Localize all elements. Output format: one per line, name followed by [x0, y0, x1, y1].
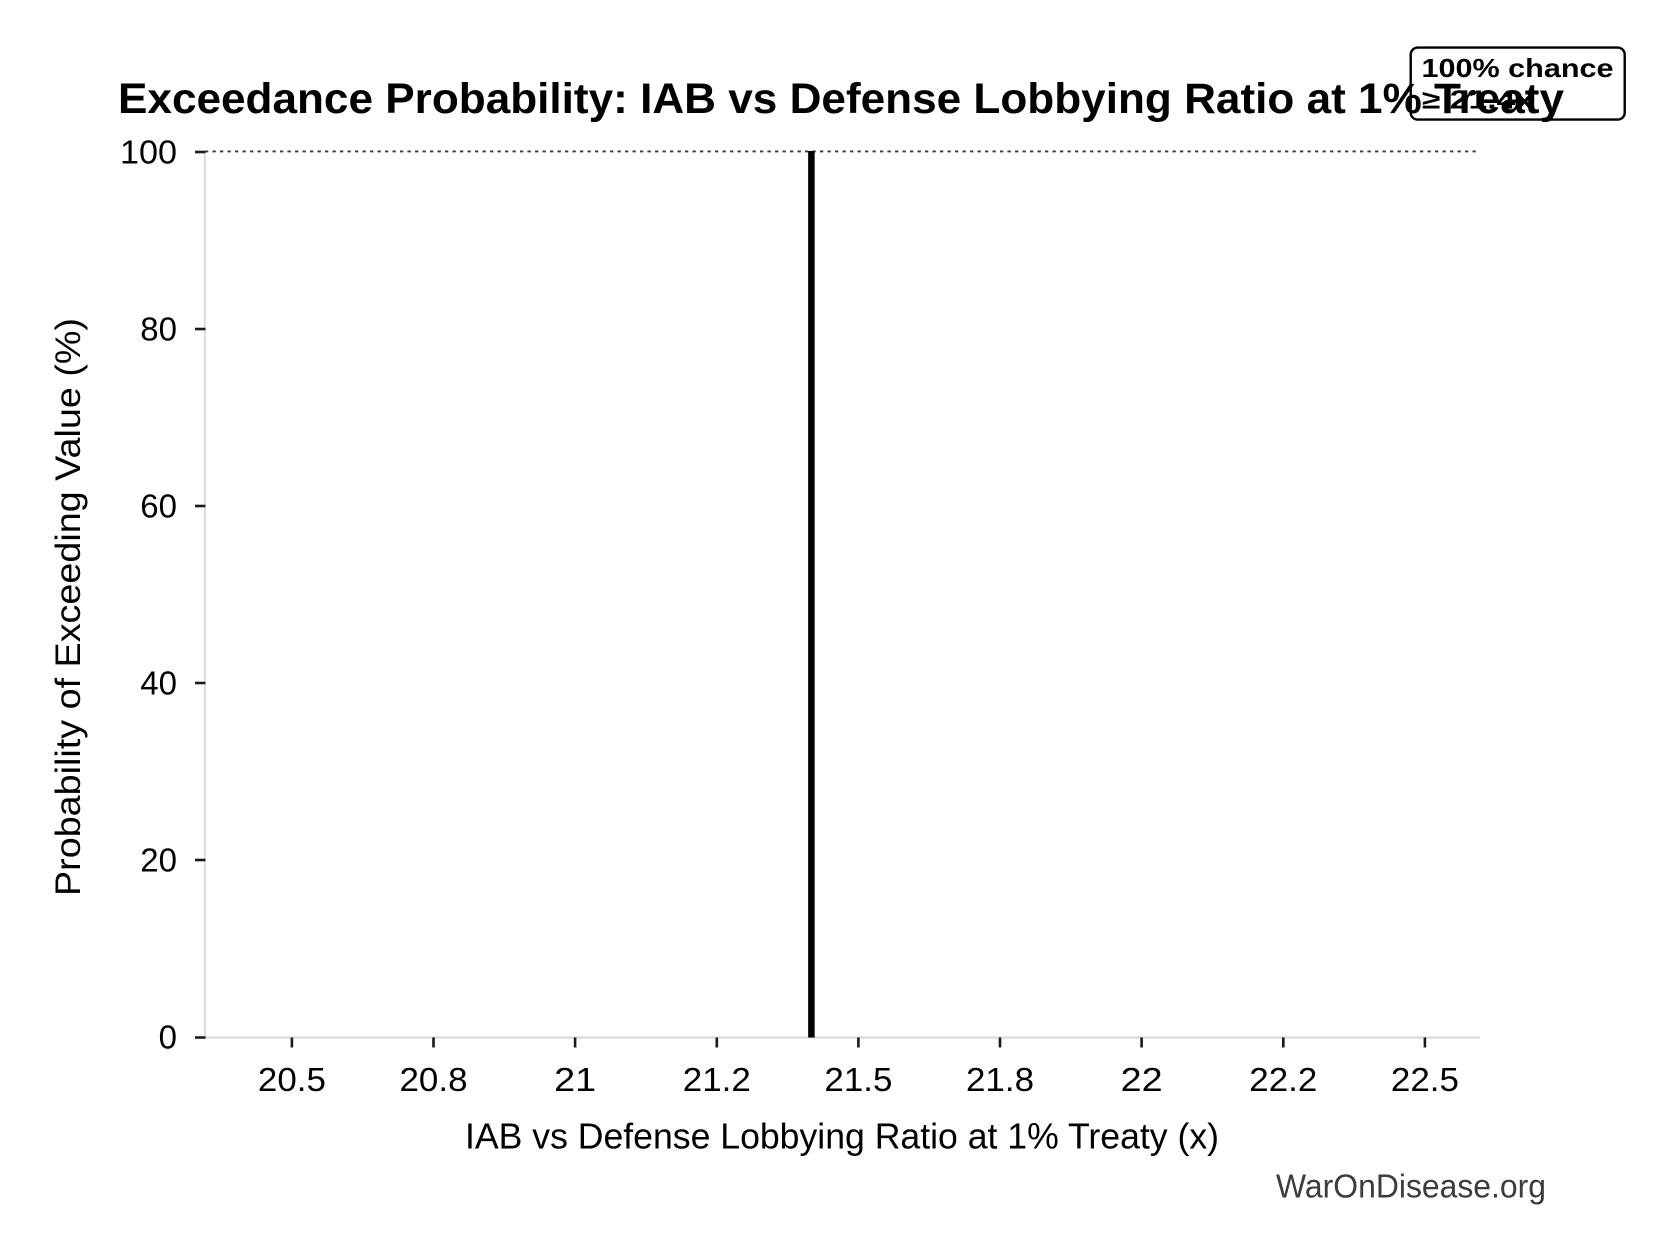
svg-text:20.8: 20.8 — [400, 1061, 468, 1098]
svg-text:≥ 21.4x: ≥ 21.4x — [1422, 85, 1535, 115]
svg-text:21.8: 21.8 — [966, 1061, 1034, 1098]
svg-text:40: 40 — [140, 665, 177, 702]
svg-text:100% chance: 100% chance — [1422, 53, 1614, 83]
svg-text:21: 21 — [554, 1061, 596, 1098]
svg-text:IAB vs Defense Lobbying Ratio: IAB vs Defense Lobbying Ratio at 1% Trea… — [465, 1116, 1219, 1157]
svg-text:60: 60 — [140, 488, 177, 525]
svg-text:100: 100 — [120, 134, 177, 171]
svg-text:Probability of Exceeding Value: Probability of Exceeding Value (%) — [48, 318, 88, 896]
svg-text:80: 80 — [140, 311, 177, 348]
svg-text:22.2: 22.2 — [1249, 1061, 1317, 1098]
svg-text:22.5: 22.5 — [1391, 1061, 1459, 1098]
svg-text:WarOnDisease.org: WarOnDisease.org — [1276, 1168, 1546, 1205]
svg-text:20: 20 — [140, 842, 177, 879]
svg-text:0: 0 — [159, 1019, 177, 1056]
svg-text:21.5: 21.5 — [824, 1061, 892, 1098]
svg-text:Exceedance Probability: IAB vs: Exceedance Probability: IAB vs Defense L… — [118, 76, 1564, 123]
svg-text:21.2: 21.2 — [683, 1061, 751, 1098]
svg-text:22: 22 — [1121, 1061, 1163, 1098]
svg-text:20.5: 20.5 — [258, 1061, 326, 1098]
